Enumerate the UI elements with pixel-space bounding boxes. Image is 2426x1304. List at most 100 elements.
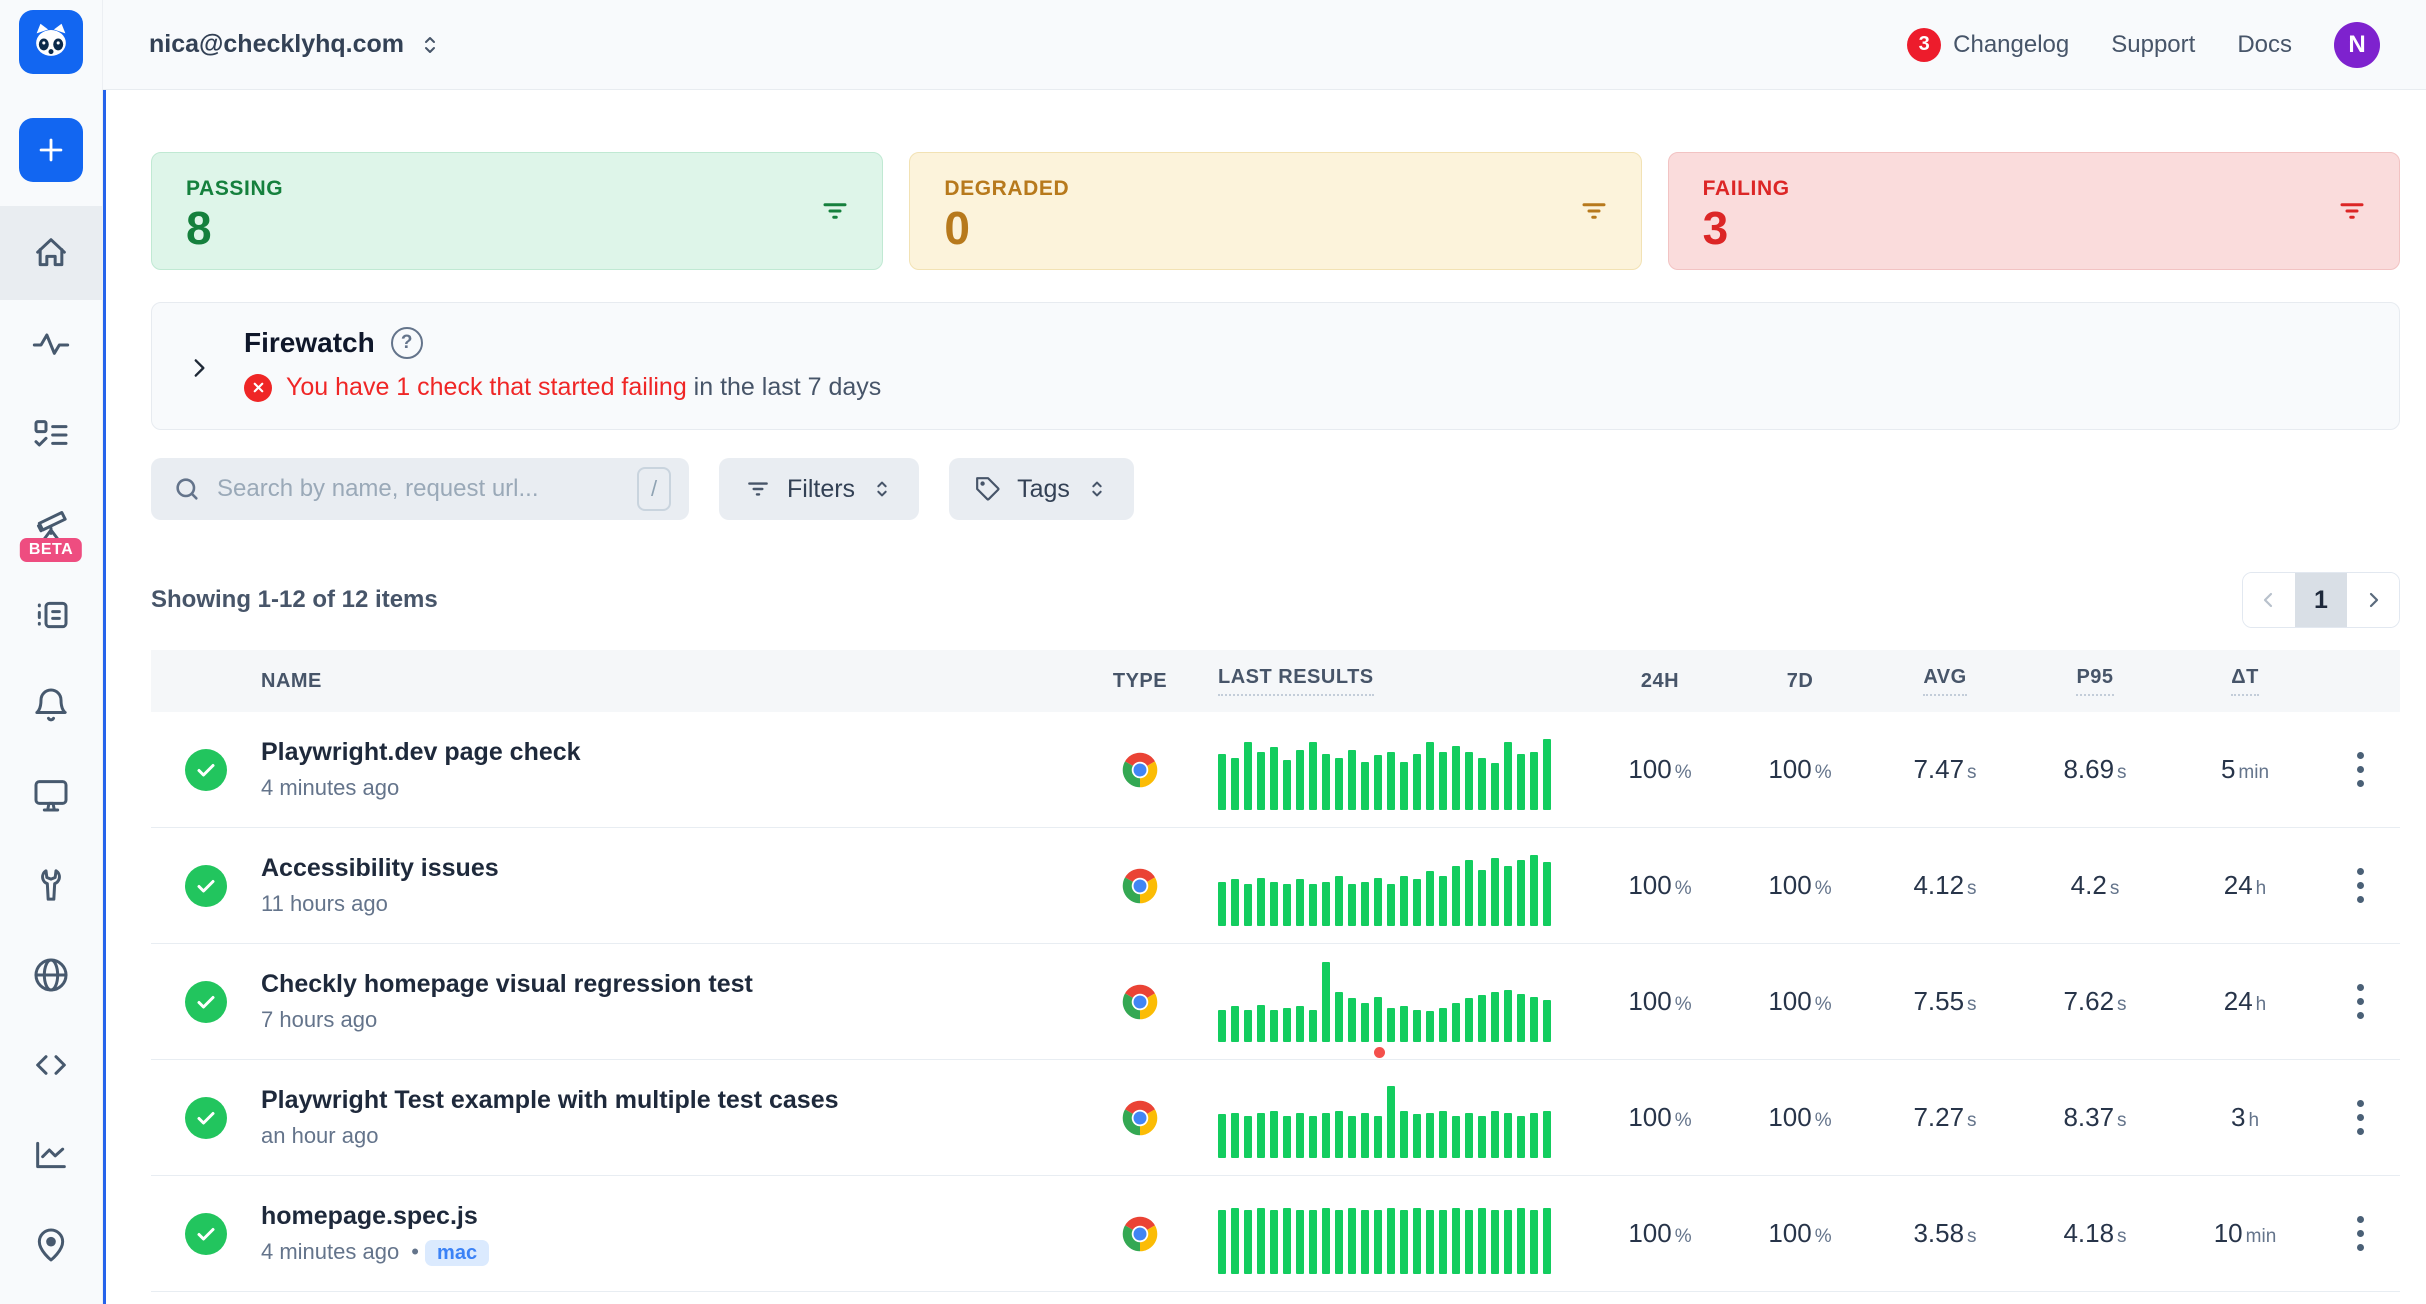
sidebar-item-logs[interactable] bbox=[0, 570, 102, 660]
uptime-7d-cell: 100% bbox=[1730, 986, 1870, 1017]
table-row[interactable]: Playwright.dev page check 4 minutes ago … bbox=[151, 712, 2400, 828]
firewatch-panel: Firewatch ? You have 1 check that starte… bbox=[151, 302, 2400, 430]
sidebar-nav: BETA bbox=[0, 206, 102, 1290]
account-switcher[interactable]: nica@checklyhq.com bbox=[149, 30, 442, 59]
column-header-name: NAME bbox=[261, 670, 1090, 693]
table-row[interactable]: Playwright Test example with multiple te… bbox=[151, 1060, 2400, 1176]
p95-cell: 8.69s bbox=[2020, 754, 2170, 785]
app: BETA bbox=[0, 0, 2426, 1304]
name-cell: homepage.spec.js 4 minutes ago • mac bbox=[261, 1202, 1090, 1265]
search-box: / bbox=[151, 458, 689, 520]
check-last-run-time: an hour ago bbox=[261, 1123, 378, 1149]
results-bar-chart[interactable] bbox=[1190, 1078, 1590, 1158]
check-name: Playwright Test example with multiple te… bbox=[261, 1086, 1090, 1115]
results-bar-chart[interactable] bbox=[1190, 730, 1590, 810]
expand-chevron-icon[interactable] bbox=[186, 355, 212, 381]
sidebar-item-monitoring[interactable] bbox=[0, 300, 102, 390]
tags-label: Tags bbox=[1017, 475, 1070, 504]
table-row[interactable]: Accessibility issues 11 hours ago 100% 1… bbox=[151, 828, 2400, 944]
interval-cell: 5min bbox=[2170, 754, 2320, 785]
uptime-7d-cell: 100% bbox=[1730, 754, 1870, 785]
tag-badge: mac bbox=[425, 1240, 489, 1266]
chart-icon bbox=[31, 1135, 71, 1175]
check-last-run-time: 7 hours ago bbox=[261, 1007, 377, 1033]
changelog-count-badge: 3 bbox=[1907, 28, 1941, 62]
help-icon[interactable]: ? bbox=[391, 327, 423, 359]
sidebar-item-analytics[interactable] bbox=[0, 1110, 102, 1200]
firewatch-title: Firewatch bbox=[244, 327, 375, 359]
table-row[interactable]: homepage.spec.js 4 minutes ago • mac 100… bbox=[151, 1176, 2400, 1292]
current-page[interactable]: 1 bbox=[2295, 573, 2347, 627]
check-name: Playwright.dev page check bbox=[261, 738, 1090, 767]
sidebar-item-status-pages[interactable] bbox=[0, 1200, 102, 1290]
map-pin-icon bbox=[31, 1225, 71, 1265]
table-row[interactable]: Checkly homepage visual regression test … bbox=[151, 944, 2400, 1060]
changelog-link[interactable]: 3 Changelog bbox=[1907, 28, 2069, 62]
tags-button[interactable]: Tags bbox=[949, 458, 1134, 520]
row-menu-button[interactable] bbox=[2351, 1210, 2370, 1257]
type-cell bbox=[1090, 868, 1190, 904]
name-cell: Playwright.dev page check 4 minutes ago bbox=[261, 738, 1090, 801]
row-menu-button[interactable] bbox=[2351, 862, 2370, 909]
sidebar-item-checks[interactable] bbox=[0, 390, 102, 480]
prev-page-button[interactable] bbox=[2243, 573, 2295, 627]
name-cell: Accessibility issues 11 hours ago bbox=[261, 854, 1090, 917]
globe-icon bbox=[31, 955, 71, 995]
raccoon-icon bbox=[28, 19, 74, 65]
check-name: Checkly homepage visual regression test bbox=[261, 970, 1090, 999]
sidebar-item-home[interactable] bbox=[0, 206, 102, 300]
badge-wrap: • mac bbox=[411, 1239, 489, 1265]
status-cell bbox=[151, 981, 261, 1023]
column-header-p95: P95 bbox=[2020, 666, 2170, 696]
sidebar-item-private-locations[interactable] bbox=[0, 930, 102, 1020]
sidebar-item-dashboards[interactable] bbox=[0, 750, 102, 840]
status-cell bbox=[151, 865, 261, 907]
sidebar-item-maintenance[interactable] bbox=[0, 840, 102, 930]
results-bar-chart[interactable] bbox=[1190, 1194, 1590, 1274]
docs-link[interactable]: Docs bbox=[2237, 31, 2292, 59]
avg-cell: 7.27s bbox=[1870, 1102, 2020, 1133]
search-input[interactable] bbox=[217, 475, 621, 503]
status-cell bbox=[151, 1213, 261, 1255]
sidebar-item-cli[interactable] bbox=[0, 1020, 102, 1110]
user-avatar[interactable]: N bbox=[2334, 22, 2380, 68]
chrome-browser-icon bbox=[1122, 1100, 1158, 1136]
row-menu-button[interactable] bbox=[2351, 746, 2370, 793]
bell-icon bbox=[31, 685, 71, 725]
column-header-last-results: LAST RESULTS bbox=[1190, 666, 1590, 696]
menu-cell bbox=[2320, 1210, 2400, 1257]
results-bar-chart[interactable] bbox=[1190, 962, 1590, 1042]
dot-separator: • bbox=[411, 1239, 419, 1264]
interval-cell: 3h bbox=[2170, 1102, 2320, 1133]
chrome-browser-icon bbox=[1122, 1216, 1158, 1252]
changelog-label: Changelog bbox=[1953, 31, 2069, 59]
column-header-7d: 7D bbox=[1730, 670, 1870, 693]
create-new-button[interactable] bbox=[19, 118, 83, 182]
checkly-logo[interactable] bbox=[19, 10, 83, 74]
next-page-button[interactable] bbox=[2347, 573, 2399, 627]
row-menu-button[interactable] bbox=[2351, 1094, 2370, 1141]
alert-suffix: in the last 7 days bbox=[687, 373, 882, 401]
passing-card[interactable]: PASSING 8 bbox=[151, 152, 883, 270]
support-link[interactable]: Support bbox=[2111, 31, 2195, 59]
sidebar-item-alerts[interactable] bbox=[0, 660, 102, 750]
sidebar-item-telescope-beta[interactable]: BETA bbox=[0, 480, 102, 570]
results-bar-chart[interactable] bbox=[1190, 846, 1590, 926]
error-icon bbox=[244, 374, 272, 402]
filter-icon bbox=[1579, 196, 1609, 226]
passing-status-icon bbox=[185, 1097, 227, 1139]
column-header-avg: AVG bbox=[1870, 666, 2020, 696]
menu-cell bbox=[2320, 1094, 2400, 1141]
filter-icon bbox=[820, 196, 850, 226]
uptime-24h-cell: 100% bbox=[1590, 870, 1730, 901]
row-menu-button[interactable] bbox=[2351, 978, 2370, 1025]
p95-cell: 8.37s bbox=[2020, 1102, 2170, 1133]
status-cell bbox=[151, 749, 261, 791]
failing-card[interactable]: FAILING 3 bbox=[1668, 152, 2400, 270]
uptime-24h-cell: 100% bbox=[1590, 986, 1730, 1017]
activity-icon bbox=[31, 325, 71, 365]
filters-button[interactable]: Filters bbox=[719, 458, 919, 520]
check-name: homepage.spec.js bbox=[261, 1202, 1090, 1231]
degraded-card[interactable]: DEGRADED 0 bbox=[909, 152, 1641, 270]
checklist-icon bbox=[31, 415, 71, 455]
